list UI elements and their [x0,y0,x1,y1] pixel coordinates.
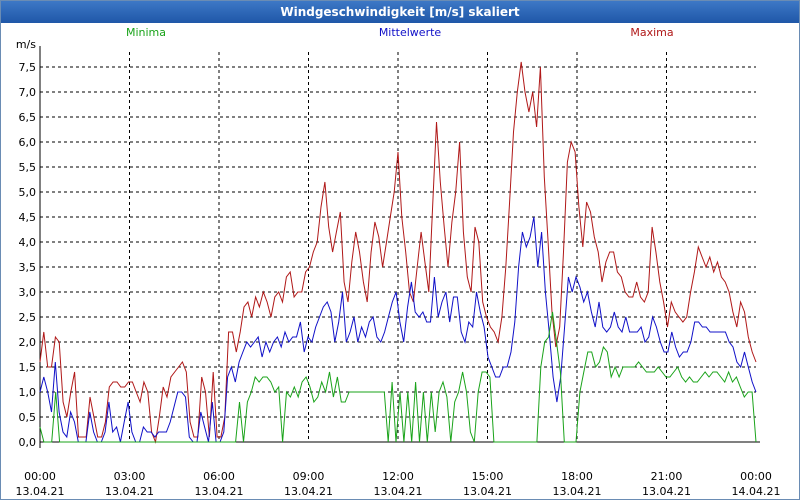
tick-labels: 0,0 0,5 1,0 1,5 2,0 2,5 3,0 3,5 4,0 4,5 5,0 5,5 6,0 6… [16,38,781,498]
x-tick-time: 06:00 [203,470,235,483]
y-tick-label: 5,5 [19,161,37,174]
x-tick-date: 13.04.21 [642,485,691,498]
y-tick-label: 0,5 [19,411,37,424]
y-tick-label: 6,0 [19,136,37,149]
legend-item-minima: Minima [126,26,166,39]
axes [39,46,760,448]
x-tick-time: 03:00 [114,470,146,483]
y-tick-label: 4,5 [19,211,37,224]
y-tick-label: 2,5 [19,311,37,324]
y-tick-label: 6,5 [19,111,37,124]
x-tick-time: 09:00 [293,470,325,483]
x-tick-date: 14.04.21 [732,485,781,498]
x-tick-time: 21:00 [651,470,683,483]
y-tick-label: 1,5 [19,361,37,374]
window-title: Windgeschwindigkeit [m/s] skaliert [1,1,799,23]
y-tick-label: 2,0 [19,336,37,349]
y-tick-label: 3,0 [19,286,37,299]
x-tick-time: 00:00 [24,470,56,483]
x-tick-date: 13.04.21 [284,485,333,498]
series-line-minima [39,311,757,443]
y-tick-label: 5,0 [19,186,37,199]
grid-lines [40,52,756,442]
x-tick-date: 13.04.21 [195,485,244,498]
legend: Minima Mittelwerte Maxima [126,26,674,39]
x-tick-date: 13.04.21 [553,485,602,498]
y-tick-label: 7,5 [19,61,37,74]
x-tick-time: 12:00 [382,470,414,483]
y-tick-label: 4,0 [19,236,37,249]
x-tick-time: 00:00 [740,470,772,483]
y-tick-label: 1,0 [19,386,37,399]
series-line-mittel [39,216,757,443]
x-tick-date: 13.04.21 [374,485,423,498]
series-group [39,61,757,444]
x-tick-date: 13.04.21 [463,485,512,498]
y-tick-label: 0,0 [19,436,37,449]
y-tick-label: 7,0 [19,86,37,99]
x-tick-time: 18:00 [561,470,593,483]
x-tick-time: 15:00 [472,470,504,483]
legend-item-maxima: Maxima [630,26,673,39]
x-tick-date: 13.04.21 [105,485,154,498]
y-axis-unit: m/s [16,38,36,51]
series-line-maxima [39,61,757,444]
x-tick-date: 13.04.21 [16,485,65,498]
y-tick-label: 3,5 [19,261,37,274]
legend-item-mittel: Mittelwerte [379,26,442,39]
